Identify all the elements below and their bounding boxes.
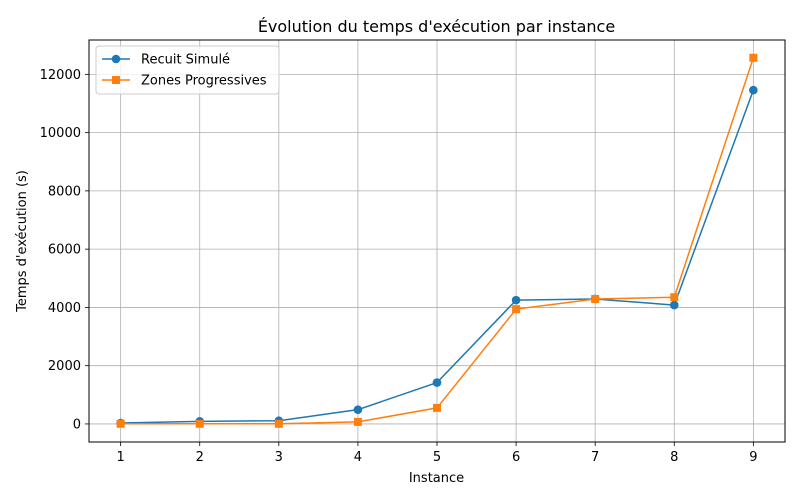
y-tick-label: 8000 [48, 184, 81, 199]
data-point-zones-progressives [195, 419, 204, 428]
x-tick-label: 7 [591, 450, 599, 465]
y-tick-label: 4000 [48, 301, 81, 316]
x-tick-label: 6 [512, 450, 520, 465]
data-point-recuit-simule [749, 85, 758, 95]
x-tick-label: 8 [670, 450, 678, 465]
legend-marker-zones [112, 76, 120, 84]
y-tick-label: 6000 [48, 243, 81, 258]
data-point-zones-progressives [353, 417, 362, 426]
x-axis-title: Instance [409, 471, 464, 486]
y-tick-label: 12000 [40, 68, 81, 83]
data-point-zones-progressives [116, 419, 125, 428]
legend-label-recuit: Recuit Simulé [141, 53, 230, 68]
x-tick-label: 2 [196, 450, 204, 465]
y-axis-title: Temps d'exécution (s) [15, 170, 30, 313]
x-tick-label: 4 [354, 450, 362, 465]
legend-marker-recuit [111, 54, 121, 64]
data-point-recuit-simule [353, 405, 363, 414]
x-tick-label: 9 [749, 450, 757, 465]
data-point-zones-progressives [749, 53, 758, 62]
data-point-recuit-simule [669, 300, 679, 310]
y-tick-label: 10000 [40, 126, 81, 141]
legend-label-zones: Zones Progressives [141, 74, 267, 89]
data-point-zones-progressives [274, 419, 283, 428]
data-point-zones-progressives [512, 305, 521, 314]
x-tick-label: 1 [116, 450, 124, 465]
data-point-zones-progressives [670, 293, 679, 302]
axis-ticks: 1 2 3 4 5 6 7 8 9 0 2000 4000 6000 8000 10000 12000 [40, 68, 758, 465]
legend-box [95, 45, 280, 95]
data-point-recuit-simule [432, 378, 442, 387]
x-tick-label: 5 [433, 450, 441, 465]
data-point-zones-progressives [591, 294, 600, 303]
chart-title: Évolution du temps d'exécution par insta… [258, 17, 615, 36]
x-tick-label: 3 [275, 450, 283, 465]
legend: Recuit Simulé Zones Progressives [95, 45, 280, 95]
data-point-recuit-simule [511, 295, 521, 305]
y-tick-label: 2000 [48, 359, 81, 374]
grid-lines [89, 40, 785, 442]
series-layer [116, 53, 758, 428]
data-point-zones-progressives [433, 403, 441, 412]
y-tick-label: 0 [73, 417, 81, 432]
